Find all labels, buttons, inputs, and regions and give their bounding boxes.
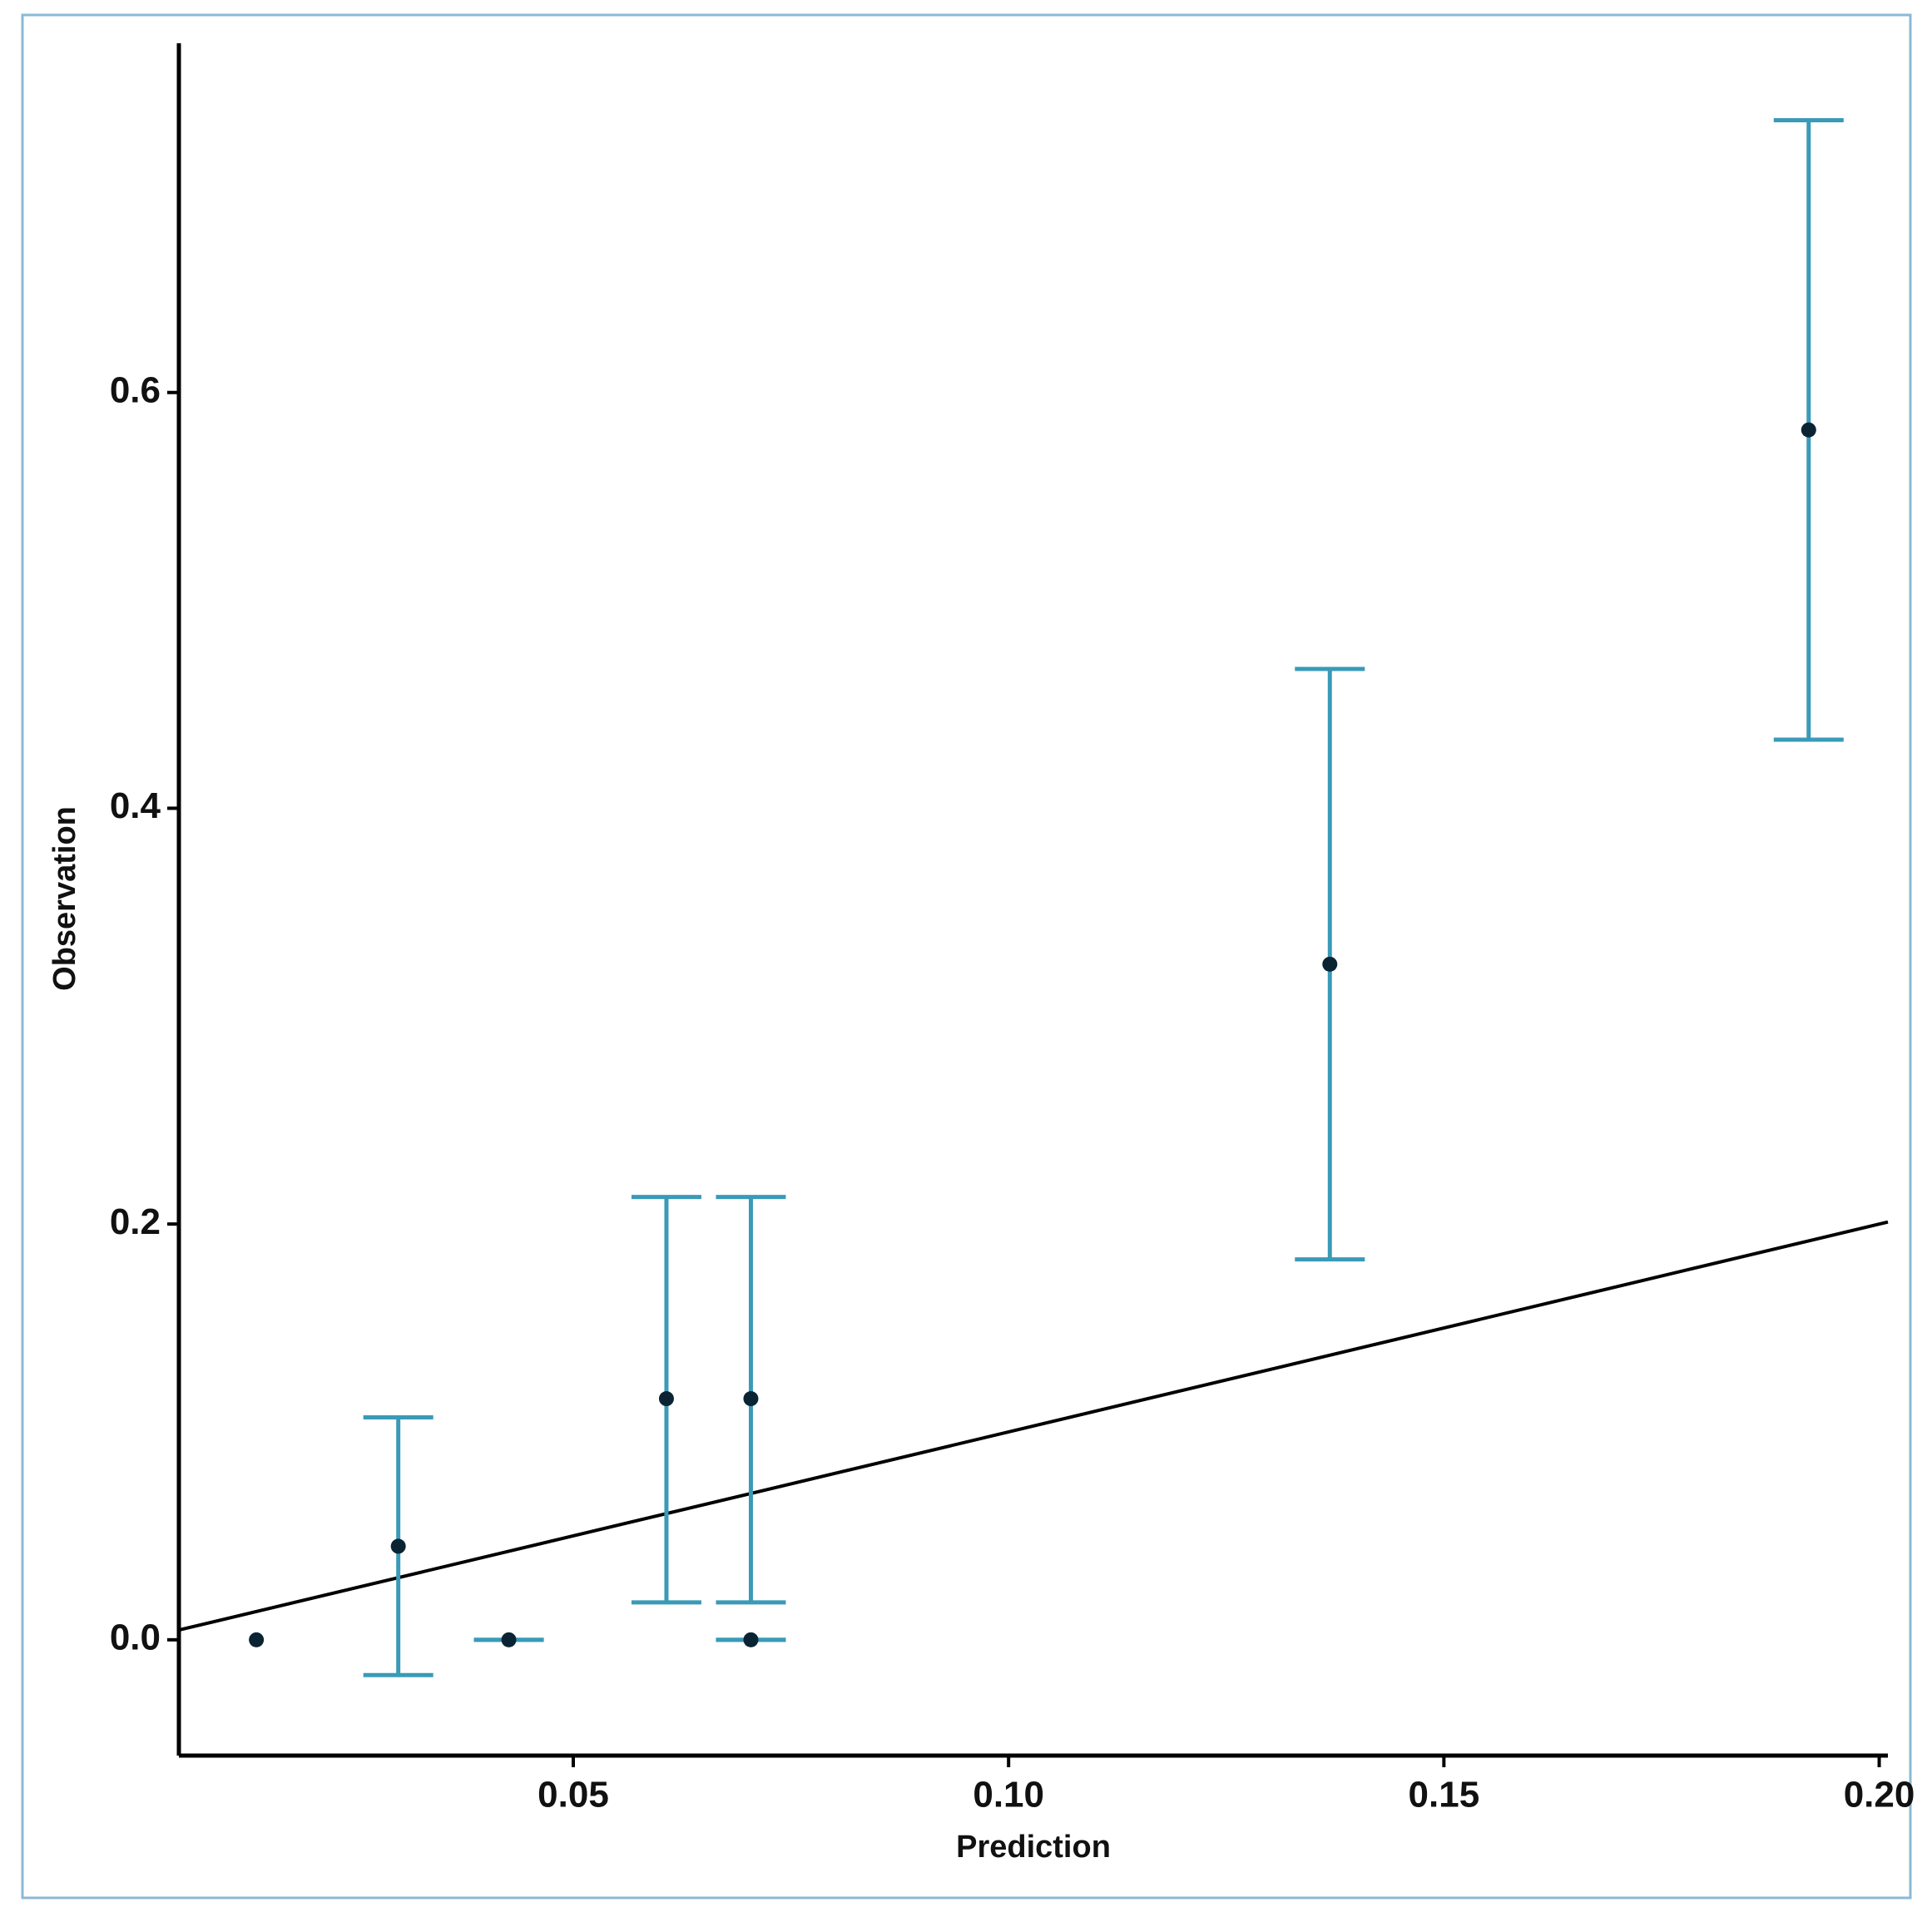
y-tick-label: 0.6 bbox=[110, 369, 161, 410]
x-axis-title: Prediction bbox=[956, 1830, 1111, 1865]
y-tick-label: 0.2 bbox=[110, 1201, 161, 1242]
frame bbox=[21, 13, 1912, 1900]
x-tick-label: 0.10 bbox=[973, 1775, 1044, 1815]
point bbox=[501, 1632, 517, 1647]
point bbox=[743, 1391, 759, 1407]
point bbox=[743, 1632, 759, 1647]
x-tick-label: 0.15 bbox=[1409, 1775, 1480, 1815]
point bbox=[1801, 422, 1816, 438]
y-axis-title: Observation bbox=[47, 806, 82, 991]
point bbox=[390, 1538, 406, 1554]
reference-line bbox=[178, 1220, 1889, 1632]
x-tick-label: 0.05 bbox=[537, 1775, 609, 1815]
x-tick-label: 0.20 bbox=[1844, 1775, 1915, 1815]
point bbox=[1322, 956, 1338, 972]
y-tick-label: 0.0 bbox=[110, 1617, 161, 1657]
point bbox=[249, 1632, 265, 1647]
y-tick-label: 0.4 bbox=[110, 785, 161, 826]
point bbox=[658, 1391, 674, 1407]
